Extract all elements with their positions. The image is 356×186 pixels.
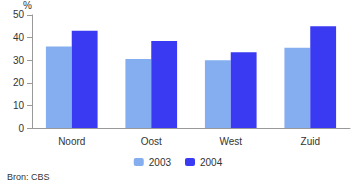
- svg-text:Noord: Noord: [58, 136, 85, 147]
- svg-text:0: 0: [18, 123, 24, 134]
- svg-text:%: %: [23, 0, 32, 11]
- svg-text:20: 20: [13, 77, 25, 88]
- svg-text:2004: 2004: [200, 157, 223, 168]
- svg-text:West: West: [219, 136, 242, 147]
- svg-text:10: 10: [13, 100, 25, 111]
- svg-text:2003: 2003: [149, 157, 172, 168]
- svg-text:Oost: Oost: [141, 136, 162, 147]
- svg-text:50: 50: [13, 9, 25, 20]
- svg-text:Zuid: Zuid: [301, 136, 320, 147]
- svg-text:30: 30: [13, 55, 25, 66]
- svg-text:40: 40: [13, 32, 25, 43]
- svg-text:Bron: CBS: Bron: CBS: [7, 172, 50, 182]
